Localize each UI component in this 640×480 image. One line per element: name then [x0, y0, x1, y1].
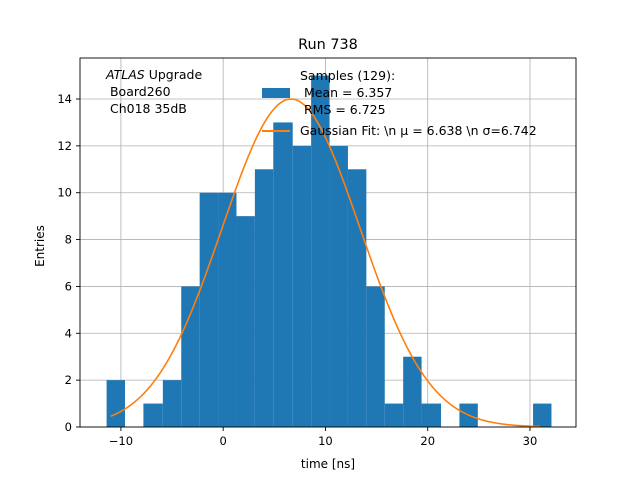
axes: −10 0 10 20 30 0 2 4 6 8 10 12 14: [57, 57, 577, 448]
histogram-bar: [403, 356, 422, 427]
atlas-italic: ATLAS: [105, 67, 145, 82]
x-tick-label: 0: [220, 434, 227, 448]
legend: Samples (129): Mean = 6.357 RMS = 6.725 …: [262, 68, 537, 138]
legend-hist-line-3: RMS = 6.725: [300, 102, 386, 117]
histogram-bar: [181, 286, 200, 427]
histogram-bar: [384, 403, 404, 427]
histogram-bar: [236, 216, 255, 427]
gaussian-fit-curve: [110, 98, 541, 428]
histogram-bar: [254, 169, 274, 428]
histogram-bar: [162, 380, 182, 427]
x-tick-label: 30: [523, 434, 538, 448]
histogram-bar: [329, 145, 348, 427]
chart-title: Run 738: [298, 37, 358, 53]
y-tick-label: 6: [65, 279, 72, 293]
y-tick-label: 10: [57, 186, 72, 200]
gaussian-fit: [110, 98, 541, 428]
histogram-bar: [199, 192, 219, 427]
histogram-bar: [533, 403, 552, 427]
y-tick-label: 2: [65, 373, 72, 387]
y-tick-label: 4: [65, 326, 72, 340]
plot-frame: [79, 57, 577, 428]
legend-fit-label: Gaussian Fit: \n μ = 6.638 \n σ=6.742: [300, 123, 537, 138]
legend-hist-line-2: Mean = 6.357: [300, 85, 392, 100]
x-tick-label: −10: [109, 434, 133, 448]
histogram-bar: [347, 169, 367, 428]
histogram-bar: [311, 75, 330, 428]
y-axis-label: Entries: [33, 225, 47, 267]
atlas-annotation: ATLAS Upgrade: [105, 67, 202, 82]
histogram-bar: [143, 403, 163, 427]
channel-annotation: Ch018 35dB: [106, 101, 187, 116]
histogram-bar: [292, 145, 312, 427]
histogram-bar: [366, 286, 385, 427]
board-annotation: Board260: [106, 84, 171, 99]
histogram-bar: [218, 192, 237, 427]
histogram-bar: [273, 122, 293, 427]
legend-hist-line-1: Samples (129):: [300, 68, 395, 83]
x-axis-label: time [ns]: [301, 457, 355, 471]
y-tick-label: 8: [65, 233, 72, 247]
atlas-upgrade: Upgrade: [145, 67, 203, 82]
y-tick-label: 0: [65, 420, 72, 434]
histogram-bar: [421, 403, 442, 427]
y-tick-label: 12: [57, 139, 72, 153]
y-tick-label: 14: [57, 92, 72, 106]
histogram-bar: [106, 380, 125, 427]
histogram-bars: [106, 75, 552, 428]
x-tick-label: 20: [420, 434, 435, 448]
legend-hist-swatch: [262, 88, 290, 98]
x-tick-label: 10: [318, 434, 333, 448]
